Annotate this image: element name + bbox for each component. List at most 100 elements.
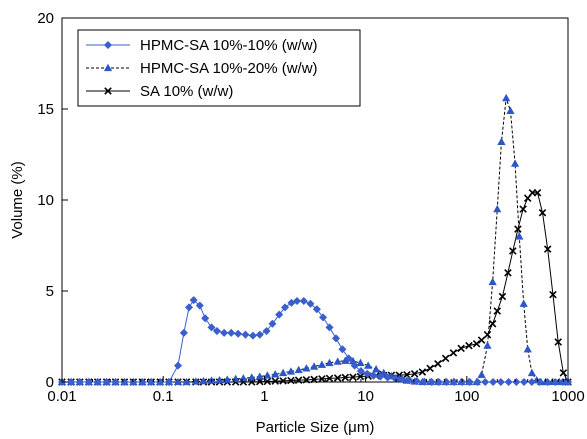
series-line	[62, 299, 568, 383]
data-point	[310, 375, 318, 384]
data-point	[506, 106, 515, 114]
data-point	[390, 374, 399, 383]
y-tick-label: 5	[46, 283, 54, 300]
data-point	[398, 375, 407, 384]
legend-entry: HPMC-SA 10%-10% (w/w)	[86, 37, 318, 54]
data-point	[93, 377, 102, 387]
y-tick-label: 10	[37, 192, 54, 209]
y-tick-label: 15	[37, 101, 54, 118]
legend-entry: HPMC-SA 10%-20% (w/w)	[86, 60, 318, 77]
x-tick-label: 0.1	[153, 388, 174, 405]
data-point	[488, 319, 497, 328]
data-point	[338, 345, 347, 354]
data-point	[504, 377, 513, 387]
data-point	[477, 370, 486, 378]
data-point	[488, 277, 497, 286]
data-point	[262, 327, 271, 336]
data-point	[493, 307, 502, 315]
data-point	[483, 330, 492, 339]
data-point	[275, 310, 284, 319]
data-point	[527, 377, 536, 387]
x-tick-label: 10	[357, 388, 374, 405]
data-point	[549, 290, 557, 299]
legend-marker	[104, 87, 112, 95]
data-point	[111, 377, 120, 387]
data-point	[278, 368, 288, 377]
data-point	[519, 299, 528, 307]
data-point	[376, 372, 385, 381]
data-point	[292, 296, 302, 306]
x-tick-label: 0.01	[47, 388, 76, 405]
data-point	[502, 93, 511, 102]
data-point	[223, 375, 232, 383]
data-point	[512, 377, 521, 387]
data-point	[248, 331, 257, 340]
legend-label: SA 10% (w/w)	[140, 83, 233, 100]
data-point	[504, 269, 512, 277]
data-point	[418, 368, 427, 376]
data-point	[523, 345, 532, 353]
data-point	[102, 377, 111, 387]
data-point	[212, 327, 222, 336]
data-point	[318, 375, 326, 383]
data-point	[559, 369, 568, 377]
data-point	[241, 330, 250, 339]
data-point	[457, 344, 465, 353]
data-point	[510, 159, 520, 167]
data-point	[371, 365, 381, 373]
data-point	[207, 323, 216, 332]
series-1	[57, 296, 573, 387]
data-point	[509, 247, 517, 255]
data-point	[302, 364, 311, 372]
data-point	[515, 232, 524, 240]
data-point	[519, 205, 527, 213]
data-point	[286, 367, 296, 375]
data-point	[427, 377, 436, 387]
y-tick-label: 0	[46, 374, 54, 391]
data-point	[310, 362, 319, 370]
data-point	[497, 137, 506, 145]
data-point	[302, 376, 311, 384]
legend-label: HPMC-SA 10%-10% (w/w)	[140, 37, 318, 54]
data-point	[489, 377, 498, 387]
data-point	[533, 188, 542, 197]
data-point	[239, 374, 248, 382]
data-point	[364, 361, 373, 369]
data-point	[294, 376, 303, 384]
data-point	[294, 365, 303, 374]
data-point	[543, 377, 552, 387]
data-point	[481, 377, 490, 387]
data-point	[199, 376, 208, 385]
series-2	[57, 93, 573, 386]
data-point	[195, 301, 204, 310]
data-point	[271, 370, 280, 378]
series-layer	[57, 93, 573, 387]
data-point	[356, 358, 365, 367]
data-point	[281, 303, 290, 312]
x-tick-label: 1	[260, 388, 268, 405]
data-point	[220, 328, 229, 337]
data-point	[173, 361, 183, 370]
data-point	[325, 323, 334, 332]
data-point	[179, 328, 188, 337]
data-point	[538, 208, 547, 217]
data-point	[350, 361, 359, 370]
data-point	[363, 369, 372, 378]
data-point	[426, 364, 434, 373]
data-point	[263, 377, 272, 386]
data-point	[554, 338, 562, 346]
x-axis-title: Particle Size (μm)	[256, 419, 375, 436]
data-point	[255, 330, 264, 339]
data-point	[84, 377, 93, 387]
data-point	[75, 377, 84, 387]
series-line	[62, 97, 568, 383]
data-point	[319, 313, 328, 322]
data-point	[473, 377, 482, 387]
data-point	[498, 292, 507, 301]
data-point	[483, 341, 492, 349]
data-point	[182, 377, 191, 386]
legend-marker	[103, 40, 113, 50]
data-point	[514, 225, 522, 233]
data-point	[317, 360, 327, 368]
